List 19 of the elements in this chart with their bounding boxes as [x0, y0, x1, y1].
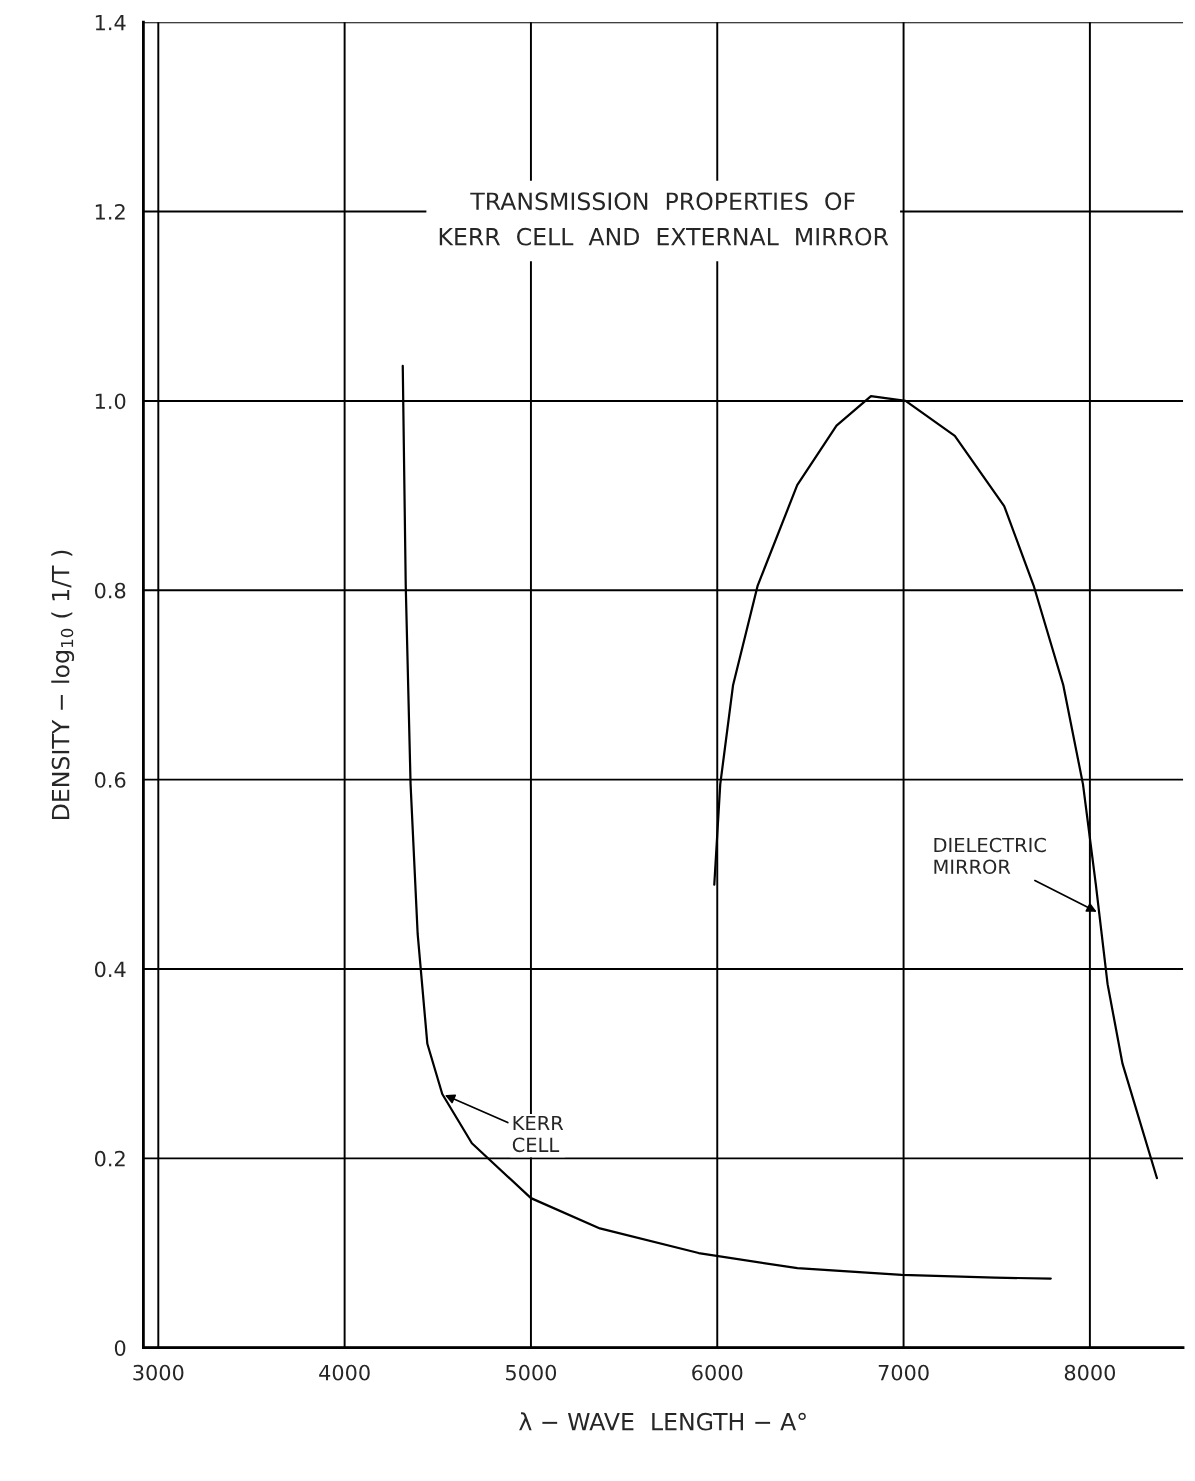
x-tick-label: 4000 [319, 1364, 370, 1381]
y-tick-label: 1.0 [95, 393, 126, 410]
x-axis-title: λ − WAVE LENGTH − A° [519, 1412, 806, 1431]
y-tick-label: 1.2 [95, 204, 125, 220]
annotation: DIELECTRIC MIRROR [934, 837, 1046, 875]
y-tick-label: 1.4 [95, 14, 126, 31]
x-tick-label: 6000 [692, 1364, 743, 1381]
y-tick-label: 0.4 [94, 961, 126, 978]
y-axis-title: DENSITY − log$_{10}$ ( 1/T ) [51, 550, 75, 819]
text: TRANSMISSION PROPERTIES OF KERR CELL AND EXTERNAL MIRROR [439, 192, 889, 246]
x-tick-label: 3000 [133, 1364, 184, 1381]
y-tick-label: 0.8 [94, 582, 126, 599]
x-tick-label: 7000 [878, 1364, 929, 1381]
x-tick-label: 8000 [1064, 1364, 1116, 1381]
x-tick-label: 5000 [506, 1364, 557, 1381]
y-tick-label: 0.2 [94, 1150, 125, 1167]
y-tick-label: 0.6 [94, 772, 126, 788]
y-tick-label: 0 [114, 1340, 126, 1356]
annotation: KERR CELL [512, 1115, 564, 1153]
